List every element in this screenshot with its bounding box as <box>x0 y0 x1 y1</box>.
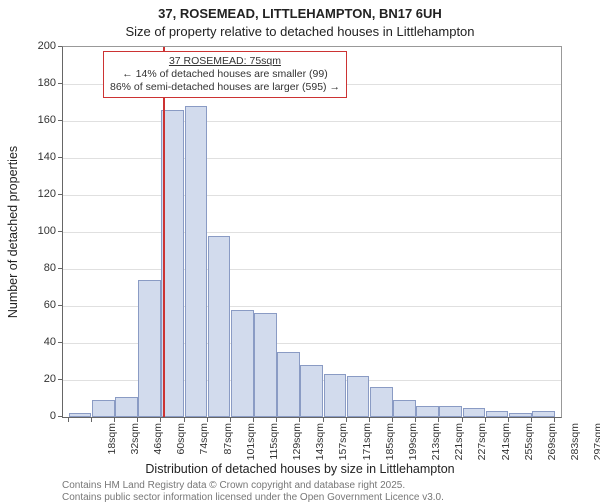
y-tick-label: 0 <box>16 410 56 422</box>
histogram-bar <box>254 313 277 417</box>
histogram-bar <box>347 376 370 417</box>
credit-line1: Contains HM Land Registry data © Crown c… <box>62 480 405 491</box>
histogram-bar <box>208 236 231 417</box>
annotation-line3: 86% of semi-detached houses are larger (… <box>110 81 340 94</box>
x-tick-label: 213sqm <box>430 423 442 463</box>
x-tick-label: 60sqm <box>175 423 187 463</box>
histogram-bar <box>439 406 462 417</box>
histogram-bar <box>393 400 416 417</box>
y-tick-label: 160 <box>16 114 56 126</box>
x-tick-label: 171sqm <box>361 423 373 463</box>
histogram-bar <box>370 387 393 417</box>
x-tick-label: 115sqm <box>268 423 280 463</box>
x-tick-label: 87sqm <box>222 423 234 463</box>
y-tick-label: 120 <box>16 188 56 200</box>
property-marker-line <box>163 47 165 417</box>
histogram-bar <box>509 413 532 417</box>
x-tick-label: 32sqm <box>129 423 141 463</box>
x-tick-label: 297sqm <box>592 423 600 463</box>
x-tick-label: 157sqm <box>337 423 349 463</box>
histogram-bar <box>277 352 300 417</box>
histogram-bar <box>532 411 555 417</box>
x-tick-label: 255sqm <box>523 423 535 463</box>
x-tick-label: 185sqm <box>384 423 396 463</box>
y-tick-label: 100 <box>16 225 56 237</box>
y-tick-label: 80 <box>16 262 56 274</box>
histogram-bar <box>416 406 439 417</box>
x-tick-label: 18sqm <box>106 423 118 463</box>
chart-container: 37, ROSEMEAD, LITTLEHAMPTON, BN17 6UH Si… <box>0 0 600 500</box>
x-axis-label: Distribution of detached houses by size … <box>145 462 454 476</box>
histogram-bar <box>324 374 347 417</box>
annotation-line1: 37 ROSEMEAD: 75sqm <box>110 55 340 68</box>
plot-area: 37 ROSEMEAD: 75sqm← 14% of detached hous… <box>62 46 562 418</box>
y-tick-label: 20 <box>16 373 56 385</box>
histogram-bar <box>69 413 92 417</box>
histogram-bar <box>463 408 486 417</box>
x-tick-label: 241sqm <box>500 423 512 463</box>
histogram-bar <box>300 365 323 417</box>
histogram-bar <box>92 400 115 417</box>
y-tick-label: 200 <box>16 40 56 52</box>
x-tick-label: 221sqm <box>453 423 465 463</box>
histogram-bar <box>231 310 254 417</box>
x-tick-label: 143sqm <box>314 423 326 463</box>
annotation-line2: ← 14% of detached houses are smaller (99… <box>110 68 340 81</box>
histogram-bar <box>138 280 161 417</box>
y-tick-label: 140 <box>16 151 56 163</box>
x-tick-label: 199sqm <box>407 423 419 463</box>
y-tick-label: 60 <box>16 299 56 311</box>
y-tick-label: 180 <box>16 77 56 89</box>
x-tick-label: 129sqm <box>291 423 303 463</box>
credit-line2: Contains public sector information licen… <box>62 492 444 503</box>
x-tick-label: 227sqm <box>476 423 488 463</box>
x-tick-label: 283sqm <box>569 423 581 463</box>
x-tick-label: 101sqm <box>245 423 257 463</box>
histogram-bar <box>115 397 138 417</box>
histogram-bar <box>185 106 208 417</box>
annotation-box: 37 ROSEMEAD: 75sqm← 14% of detached hous… <box>103 51 347 98</box>
x-tick-label: 74sqm <box>198 423 210 463</box>
x-tick-label: 269sqm <box>546 423 558 463</box>
x-tick-label: 46sqm <box>152 423 164 463</box>
y-tick-label: 40 <box>16 336 56 348</box>
histogram-bar <box>486 411 509 417</box>
chart-title-line1: 37, ROSEMEAD, LITTLEHAMPTON, BN17 6UH <box>158 6 442 21</box>
chart-title-line2: Size of property relative to detached ho… <box>125 24 474 39</box>
